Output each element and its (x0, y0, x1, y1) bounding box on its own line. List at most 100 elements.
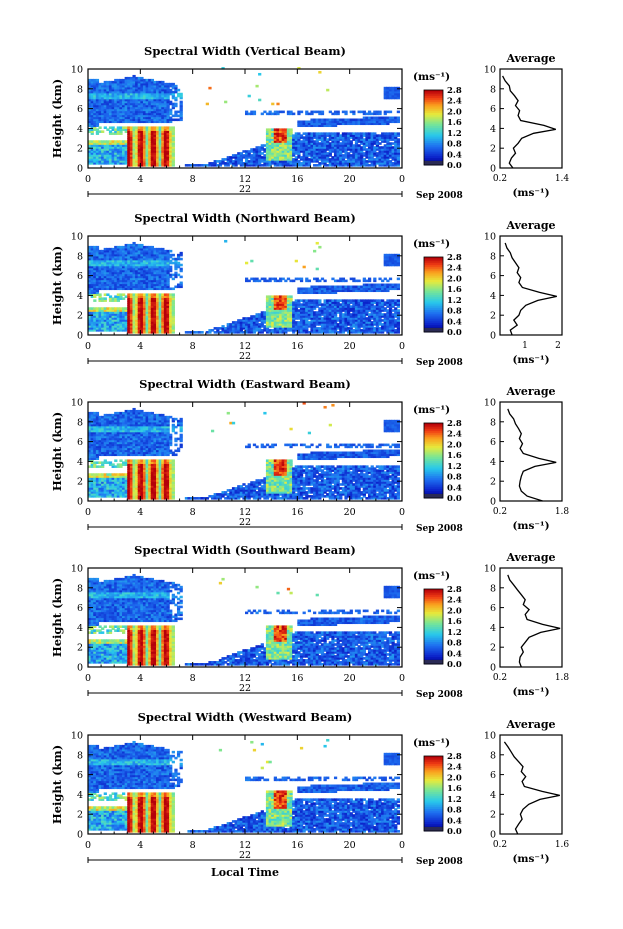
heatmap-cell (153, 116, 157, 120)
heatmap-cell (122, 110, 126, 114)
heatmap-cell (273, 144, 277, 147)
heatmap-cell (265, 146, 270, 149)
heatmap-cell (108, 106, 113, 110)
heatmap-cell (352, 112, 356, 116)
heatmap-cell (98, 297, 102, 300)
heatmap-cell (250, 148, 254, 151)
heatmap-cell (354, 120, 359, 124)
heatmap-cell (127, 152, 131, 155)
colorbar-swatch (424, 151, 443, 155)
heatmap-cell (166, 120, 170, 124)
heatmap-cell (93, 118, 97, 122)
heatmap-cell (347, 118, 351, 122)
heatmap-cell (103, 88, 107, 92)
heatmap-cell (150, 134, 155, 137)
heatmap-cell (103, 96, 107, 100)
heatmap-cell (255, 160, 259, 163)
heatmap-cell (297, 112, 301, 116)
heatmap-cell (150, 100, 155, 104)
heatmap-cell (135, 114, 139, 118)
heatmap-cell (347, 142, 351, 145)
heatmap-cell (119, 128, 123, 131)
heatmap-cell (305, 112, 309, 116)
heatmap-cell (292, 142, 296, 145)
heatmap-cell (106, 146, 110, 149)
heatmap-cell (137, 104, 141, 108)
heatmap-cell (127, 158, 131, 161)
heatmap-cell (163, 118, 168, 122)
heatmap-cell (331, 124, 335, 128)
heatmap-cell (90, 118, 94, 122)
y-tick-label: 8 (77, 84, 83, 95)
heatmap-cell (148, 130, 152, 133)
heatmap-cell (381, 154, 385, 157)
heatmap-cell (386, 148, 390, 151)
heatmap-cell (315, 134, 319, 137)
heatmap-cell (127, 118, 131, 122)
heatmap-cell (281, 110, 285, 114)
heatmap-cell (362, 160, 366, 163)
colorbar-tick-label: 1.6 (447, 118, 462, 128)
heatmap-cell (140, 90, 144, 94)
heatmap-cell (150, 138, 155, 141)
heatmap-cell (383, 122, 387, 126)
heatmap-cell (158, 108, 162, 112)
heatmap-cell (299, 140, 304, 143)
heatmap-cell (142, 146, 147, 149)
heatmap-cell (336, 162, 340, 165)
heatmap-cell (394, 158, 398, 161)
heatmap-cell (140, 112, 144, 116)
heatmap-cell (326, 164, 330, 167)
heatmap-cell (323, 136, 327, 139)
heatmap-cell (245, 164, 249, 167)
heatmap-cell (158, 150, 162, 153)
heatmap-cell (127, 132, 131, 135)
heatmap-cell (354, 140, 359, 143)
heatmap-cell (101, 321, 105, 324)
average-y-tick-label: 6 (490, 104, 496, 115)
heatmap-cell (95, 309, 100, 312)
heatmap-cell (388, 132, 393, 135)
heatmap-cell (119, 120, 123, 124)
colorbar-swatch (424, 121, 443, 125)
heatmap-cell (268, 158, 272, 161)
heatmap-cell (396, 160, 400, 163)
heatmap-cell (88, 257, 92, 261)
heatmap-cell (142, 102, 147, 106)
heatmap-cell (163, 156, 168, 159)
heatmap-cell (279, 152, 283, 155)
heatmap-cell (163, 132, 168, 135)
heatmap-cell (375, 140, 380, 143)
heatmap-cell (326, 148, 330, 151)
heatmap-cell (255, 84, 259, 88)
heatmap-cell (114, 120, 118, 124)
heatmap-cell (95, 96, 100, 100)
heatmap-cell (108, 88, 113, 92)
heatmap-cell (150, 112, 155, 116)
heatmap-cell (320, 158, 325, 161)
heatmap-cell (258, 164, 262, 167)
heatmap-cell (394, 150, 398, 153)
heatmap-cell (119, 112, 123, 116)
heatmap-cell (297, 142, 301, 145)
heatmap-cell (124, 94, 128, 98)
heatmap-cell (103, 162, 107, 165)
heatmap-cell (127, 90, 131, 94)
heatmap-cell (252, 158, 257, 161)
heatmap-cell (281, 156, 285, 159)
heatmap-cell (145, 84, 149, 88)
heatmap-cell (388, 88, 393, 92)
heatmap-cell (106, 148, 110, 151)
heatmap-cell (190, 164, 194, 167)
heatmap-cell (153, 80, 157, 84)
heatmap-cell (276, 130, 280, 133)
heatmap-cell (145, 94, 149, 98)
heatmap-cell (142, 154, 147, 157)
heatmap-cell (373, 132, 377, 135)
heatmap-cell (386, 152, 390, 155)
heatmap-cell (88, 104, 92, 108)
heatmap-cell (381, 150, 385, 153)
heatmap-cell (148, 114, 152, 118)
heatmap-cell (108, 118, 113, 122)
heatmap-cell (129, 86, 134, 90)
